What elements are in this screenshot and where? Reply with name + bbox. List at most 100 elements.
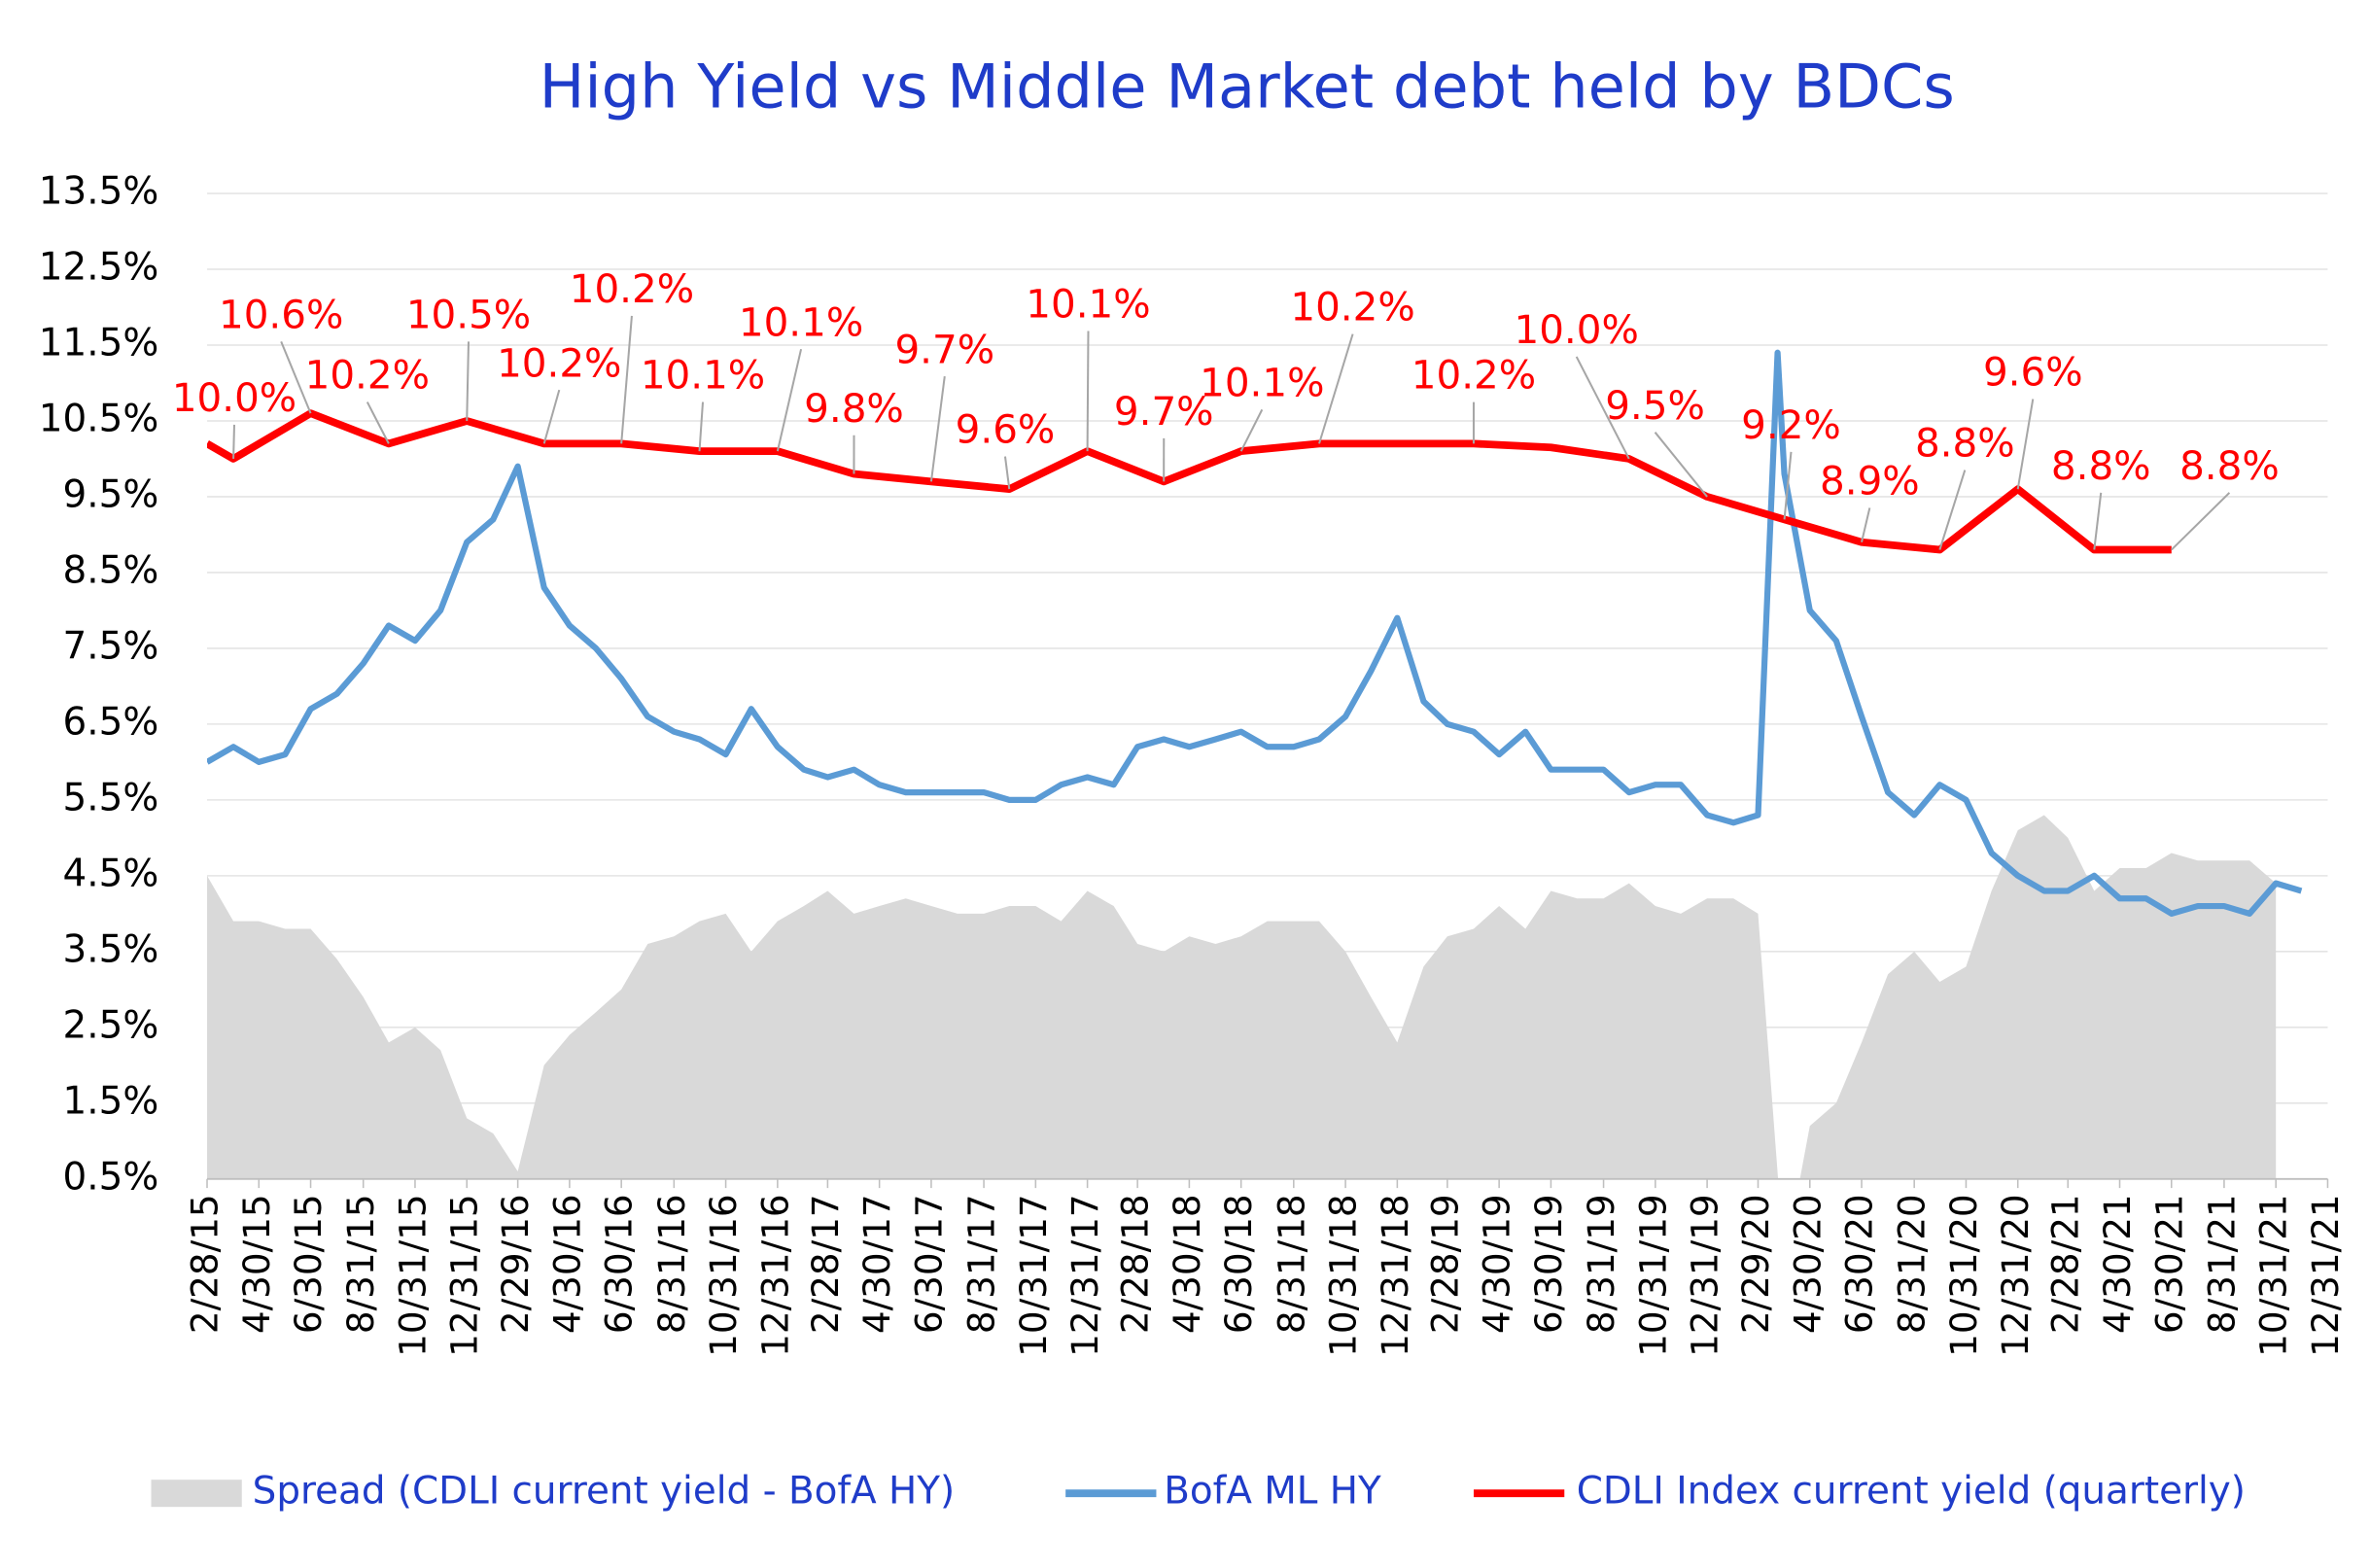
data-label: 10.2%: [305, 352, 430, 399]
x-tick-label: 8/31/17: [960, 1194, 1003, 1334]
x-tick-label: 8/31/18: [1270, 1194, 1312, 1334]
y-tick-label: 8.5%: [63, 548, 159, 592]
leader-line: [776, 348, 803, 452]
x-tick-label: 10/31/15: [391, 1194, 434, 1357]
data-label: 8.8%: [2179, 442, 2280, 489]
leader-line: [2171, 492, 2231, 551]
x-tick-label: 6/30/17: [907, 1194, 950, 1334]
x-tick-label: 12/31/15: [443, 1194, 486, 1357]
x-tick-label: 2/29/16: [494, 1194, 537, 1334]
x-tick-label: 2/28/15: [184, 1194, 227, 1334]
data-label: 10.2%: [1290, 284, 1414, 331]
x-tick-label: 4/30/18: [1166, 1194, 1208, 1334]
leader-line: [1861, 507, 1871, 542]
data-label: 10.1%: [1026, 281, 1150, 328]
x-tick-label: 10/31/21: [2252, 1194, 2295, 1357]
leader-line: [366, 401, 390, 444]
data-label: 9.2%: [1741, 401, 1841, 448]
y-tick-label: 10.5%: [39, 397, 158, 440]
data-label: 9.8%: [804, 385, 904, 432]
leader-line: [929, 376, 946, 482]
x-tick-label: 10/31/19: [1631, 1194, 1674, 1357]
y-tick-label: 3.5%: [63, 927, 159, 971]
x-tick-label: 8/31/15: [339, 1194, 382, 1334]
x-tick-label: 10/31/16: [702, 1194, 745, 1357]
leader-line: [2093, 492, 2103, 550]
legend-label: Spread (CDLI current yield - BofA HY): [253, 1470, 955, 1514]
leader-line: [466, 341, 471, 421]
chart-title: High Yield vs Middle Market debt held by…: [540, 51, 1955, 122]
y-tick-label: 0.5%: [63, 1155, 159, 1199]
x-tick-label: 12/31/21: [2304, 1194, 2347, 1357]
data-label: 10.2%: [497, 339, 621, 386]
data-label: 9.6%: [1983, 349, 2083, 396]
y-tick-label: 6.5%: [63, 700, 159, 744]
x-tick-label: 2/28/17: [804, 1194, 847, 1334]
x-tick-label: 12/31/19: [1684, 1194, 1726, 1357]
data-label: 10.1%: [1200, 359, 1324, 405]
data-label: 8.9%: [1820, 458, 1920, 505]
leader-line: [1318, 333, 1354, 444]
x-tick-label: 12/31/17: [1063, 1194, 1106, 1357]
x-tick-label: 2/28/19: [1423, 1194, 1466, 1334]
series-line: [207, 349, 2303, 917]
data-label: 9.7%: [894, 326, 994, 372]
legend-label: BofA ML HY: [1164, 1470, 1381, 1514]
x-tick-label: 12/31/20: [1994, 1194, 2037, 1357]
x-tick-label: 2/28/18: [1114, 1194, 1157, 1334]
y-tick-label: 1.5%: [63, 1079, 159, 1123]
x-tick-label: 10/31/20: [1942, 1194, 1985, 1357]
leader-line: [542, 389, 561, 444]
leader-line: [1086, 331, 1090, 452]
spread-area: [207, 815, 2277, 1179]
data-label: 8.8%: [2051, 442, 2151, 489]
data-label: 9.5%: [1605, 382, 1705, 429]
leader-line: [1938, 470, 1967, 550]
y-tick-label: 13.5%: [39, 170, 158, 214]
y-tick-label: 12.5%: [39, 246, 158, 290]
data-label: 9.7%: [1114, 388, 1214, 435]
data-label: 10.0%: [1515, 306, 1639, 353]
x-tick-label: 12/31/18: [1374, 1194, 1416, 1357]
x-tick-label: 6/30/16: [598, 1194, 641, 1334]
x-tick-label: 4/30/21: [2096, 1194, 2139, 1334]
x-tick-label: 4/30/19: [1476, 1194, 1518, 1334]
y-tick-label: 4.5%: [63, 852, 159, 895]
legend-label: CDLI Index current yield (quarterly): [1577, 1470, 2246, 1514]
leader-line: [620, 315, 633, 444]
leader-line: [1654, 432, 1708, 498]
x-tick-label: 8/31/16: [650, 1194, 693, 1334]
x-tick-label: 4/30/16: [545, 1194, 588, 1334]
leader-line: [1575, 356, 1630, 460]
x-tick-label: 10/31/18: [1322, 1194, 1365, 1357]
data-label: 10.2%: [570, 265, 694, 312]
x-tick-label: 6/30/19: [1527, 1194, 1570, 1334]
x-tick-label: 4/30/17: [855, 1194, 898, 1334]
plot-area: [207, 349, 2303, 1179]
data-label: 8.8%: [1915, 420, 2015, 467]
y-tick-label: 7.5%: [63, 624, 159, 668]
x-tick-label: 12/31/16: [753, 1194, 796, 1357]
y-tick-label: 9.5%: [63, 472, 159, 516]
x-tick-label: 6/30/21: [2147, 1194, 2190, 1334]
x-tick-label: 8/31/21: [2200, 1194, 2243, 1334]
data-label: 9.6%: [956, 406, 1056, 453]
leader-line: [280, 341, 312, 414]
leader-line: [698, 401, 705, 452]
x-tick-label: 4/30/15: [235, 1194, 278, 1334]
leader-line: [1239, 408, 1264, 452]
x-tick-label: 6/30/15: [287, 1194, 330, 1334]
x-tick-label: 6/30/20: [1838, 1194, 1881, 1334]
leader-line: [1003, 456, 1011, 490]
x-tick-label: 6/30/18: [1217, 1194, 1260, 1334]
y-tick-label: 11.5%: [39, 321, 158, 365]
x-tick-label: 8/31/19: [1580, 1194, 1622, 1334]
x-tick-label: 2/29/20: [1734, 1194, 1777, 1334]
leader-line: [232, 424, 236, 459]
data-label: 10.1%: [641, 352, 765, 399]
leader-line: [2016, 399, 2035, 490]
data-label: 10.1%: [739, 298, 863, 345]
x-tick-label: 4/30/20: [1786, 1194, 1829, 1334]
data-label: 10.5%: [406, 292, 531, 338]
